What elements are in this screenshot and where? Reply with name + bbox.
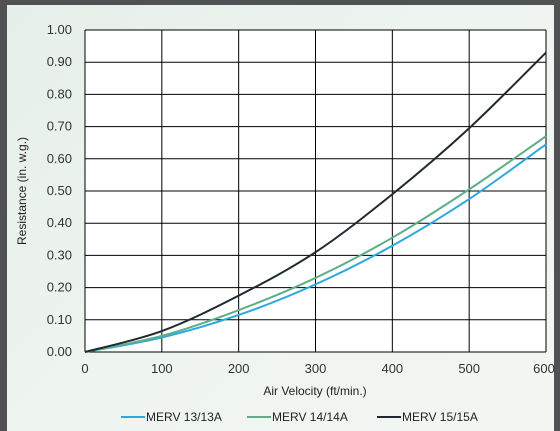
y-axis-label: Resistance (in. w.g.): [15, 137, 29, 245]
grid: [84, 29, 547, 353]
y-tick-label: 0.70: [47, 119, 72, 134]
y-tick-label: 0.60: [47, 151, 72, 166]
legend-label: MERV 13/13A: [146, 410, 222, 424]
y-tick-label: 0.50: [47, 183, 72, 198]
y-tick-label: 0.20: [47, 280, 72, 295]
series-line: [84, 135, 547, 353]
x-axis-ticks: 0 100 200 300 400 500 600: [81, 361, 554, 376]
y-axis-ticks: 0.00 0.10 0.20 0.30 0.40 0.50 0.60 0.70 0.80 0.90…: [47, 22, 72, 359]
y-tick-label: 0.40: [47, 215, 72, 230]
x-tick-label: 600: [533, 361, 555, 376]
x-tick-label: 400: [381, 361, 403, 376]
series-line: [84, 143, 547, 353]
y-tick-label: 1.00: [47, 22, 72, 37]
x-tick-label: 0: [81, 361, 88, 376]
legend-label: MERV 15/15A: [402, 410, 478, 424]
y-tick-label: 0.90: [47, 54, 72, 69]
legend-label: MERV 14/14A: [272, 410, 348, 424]
x-tick-label: 200: [228, 361, 250, 376]
y-tick-label: 0.80: [47, 86, 72, 101]
x-tick-label: 300: [305, 361, 327, 376]
x-tick-label: 500: [458, 361, 480, 376]
x-axis-label: Air Velocity (ft/min.): [263, 384, 366, 398]
series-lines: [84, 51, 547, 353]
x-tick-label: 100: [151, 361, 173, 376]
series-line: [84, 51, 547, 353]
y-tick-label: 0.10: [47, 312, 72, 327]
y-tick-label: 0.00: [47, 344, 72, 359]
y-tick-label: 0.30: [47, 247, 72, 262]
legend: MERV 13/13A MERV 14/14A MERV 15/15A: [121, 410, 478, 424]
